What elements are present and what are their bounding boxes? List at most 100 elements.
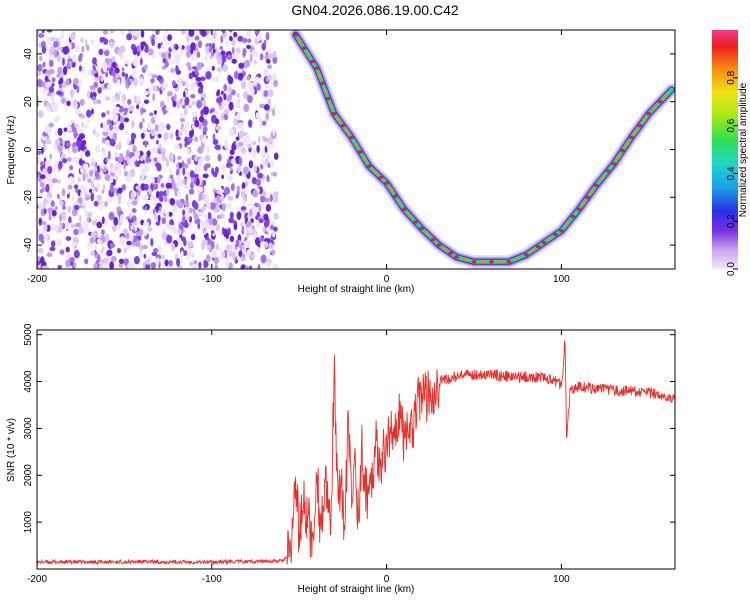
noise-blob <box>273 104 277 110</box>
noise-blob <box>218 52 222 57</box>
noise-blob <box>263 90 269 97</box>
noise-blob <box>263 213 269 221</box>
signal-peak <box>397 200 403 205</box>
noise-blob <box>221 251 226 258</box>
noise-blob <box>212 48 216 54</box>
noise-blob <box>63 127 68 132</box>
noise-blob <box>117 90 122 96</box>
noise-blob <box>165 30 169 34</box>
noise-blob <box>93 263 98 269</box>
noise-blob <box>252 154 256 159</box>
noise-blob <box>122 100 126 105</box>
signal-peak <box>547 236 553 241</box>
noise-blob <box>240 206 247 211</box>
noise-blob <box>246 75 251 81</box>
noise-blob <box>232 53 239 59</box>
signal-peak <box>340 123 346 128</box>
noise-blob <box>265 158 269 166</box>
noise-blob <box>175 65 179 74</box>
noise-blob <box>133 191 137 198</box>
noise-blob <box>253 210 257 217</box>
noise-blob <box>223 109 229 116</box>
noise-blob <box>66 157 72 162</box>
noise-blob <box>69 89 75 97</box>
noise-blob <box>201 239 209 246</box>
noise-blob <box>181 99 185 106</box>
noise-blob <box>193 173 199 179</box>
noise-blob <box>270 249 276 256</box>
noise-blob <box>65 259 71 268</box>
noise-blob <box>104 174 111 181</box>
noise-blob <box>144 140 148 148</box>
noise-blob <box>209 202 216 210</box>
noise-blob <box>155 221 161 226</box>
noise-blob <box>108 190 115 198</box>
signal-peak <box>624 142 630 146</box>
noise-blob <box>76 85 80 94</box>
noise-blob <box>56 73 60 78</box>
signal-peak <box>454 255 459 259</box>
noise-blob <box>228 262 233 269</box>
noise-blob <box>95 65 101 71</box>
noise-blob <box>211 42 215 50</box>
noise-blob <box>112 113 119 123</box>
noise-blob <box>43 198 48 205</box>
noise-blob <box>234 70 239 80</box>
bottom-y-tick-label: 4000 <box>23 370 34 393</box>
noise-blob <box>157 30 160 35</box>
noise-blob <box>95 130 100 139</box>
noise-blob <box>119 122 125 131</box>
noise-blob <box>39 55 43 62</box>
noise-blob <box>203 164 208 172</box>
noise-blob <box>165 40 170 46</box>
noise-blob <box>228 245 232 250</box>
noise-blob <box>200 206 206 212</box>
signal-peak <box>442 247 448 251</box>
noise-blob <box>244 212 249 221</box>
noise-blob <box>185 194 189 202</box>
noise-blob <box>191 263 198 269</box>
noise-blob <box>203 126 208 133</box>
noise-blob <box>186 210 190 220</box>
noise-blob <box>152 93 156 102</box>
noise-blob <box>87 211 93 218</box>
noise-blob <box>97 254 101 263</box>
noise-blob <box>258 237 265 242</box>
noise-blob <box>183 184 190 189</box>
noise-blob <box>87 243 93 249</box>
noise-blob <box>150 177 155 183</box>
noise-blob <box>140 155 144 162</box>
noise-blob <box>200 93 207 98</box>
noise-blob <box>84 172 89 179</box>
noise-blob <box>101 216 105 225</box>
noise-blob <box>102 184 106 192</box>
signal-peak <box>541 240 547 245</box>
noise-blob <box>128 146 132 151</box>
noise-blob <box>256 178 261 187</box>
noise-blob <box>53 165 57 173</box>
noise-blob <box>43 208 47 215</box>
noise-blob <box>162 254 165 260</box>
noise-blob <box>229 149 235 156</box>
noise-blob <box>138 77 145 87</box>
signal-peak <box>646 111 652 116</box>
noise-blob <box>109 184 114 193</box>
noise-blob <box>61 223 66 230</box>
noise-blob <box>115 106 120 111</box>
noise-blob <box>219 255 223 260</box>
top-y-tick-label: 0 <box>23 146 34 152</box>
noise-blob <box>73 249 80 259</box>
noise-blob <box>109 123 114 131</box>
noise-blob <box>185 81 190 89</box>
noise-blob <box>188 216 193 223</box>
noise-blob <box>166 158 169 168</box>
noise-blob <box>157 214 161 222</box>
noise-blob <box>241 81 246 89</box>
signal-peak <box>471 260 477 264</box>
noise-blob <box>202 69 208 74</box>
noise-blob <box>199 115 204 123</box>
signal-peak <box>535 244 541 249</box>
noise-blob <box>238 130 245 139</box>
top-y-tick-label: -40 <box>23 237 34 252</box>
